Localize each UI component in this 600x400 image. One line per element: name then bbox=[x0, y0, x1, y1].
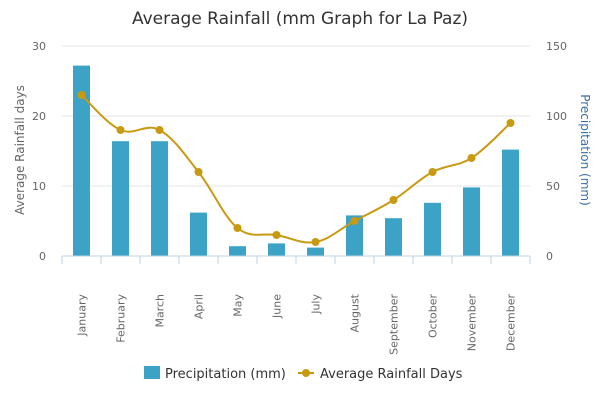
grid-lines bbox=[62, 45, 530, 187]
chart-title: Average Rainfall (mm Graph for La Paz) bbox=[132, 9, 468, 29]
rainfall-days-marker[interactable] bbox=[311, 238, 320, 246]
rainfall-days-marker[interactable] bbox=[116, 126, 125, 134]
precipitation-bar[interactable] bbox=[268, 243, 285, 256]
precipitation-bar[interactable] bbox=[463, 187, 480, 256]
rainfall-days-marker[interactable] bbox=[467, 154, 476, 162]
rainfall-days-marker[interactable] bbox=[194, 168, 203, 176]
legend-bar-swatch bbox=[144, 366, 160, 379]
precipitation-bar[interactable] bbox=[346, 215, 363, 256]
left-tick-label: 10 bbox=[32, 180, 46, 193]
rainfall-days-marker[interactable] bbox=[428, 168, 437, 176]
precipitation-bar[interactable] bbox=[229, 246, 246, 256]
legend-item-rainfall-days[interactable]: Average Rainfall Days bbox=[298, 367, 463, 382]
legend-item-precipitation[interactable]: Precipitation (mm) bbox=[144, 366, 286, 382]
right-tick-label: 100 bbox=[546, 110, 567, 123]
left-tick-label: 0 bbox=[39, 250, 46, 263]
precipitation-bar[interactable] bbox=[190, 212, 207, 256]
x-axis-ticks: January February March April May June July Augu… bbox=[76, 293, 518, 354]
left-axis-title: Average Rainfall days bbox=[13, 85, 27, 215]
left-axis-ticks: 0 10 20 30 bbox=[32, 40, 46, 263]
rainfall-days-marker[interactable] bbox=[350, 217, 359, 225]
axes bbox=[61, 255, 531, 264]
x-tick-label: September bbox=[388, 294, 401, 355]
precipitation-bar[interactable] bbox=[385, 218, 402, 256]
precipitation-bar[interactable] bbox=[424, 202, 441, 256]
x-tick-label: May bbox=[232, 294, 245, 317]
x-tick-label: June bbox=[271, 294, 284, 319]
legend: Precipitation (mm) Average Rainfall Days bbox=[144, 366, 463, 382]
line-series[interactable] bbox=[77, 91, 515, 246]
legend-label-precipitation: Precipitation (mm) bbox=[165, 367, 286, 382]
rainfall-days-marker[interactable] bbox=[506, 119, 515, 127]
x-tick-label: October bbox=[427, 294, 440, 338]
x-tick-label: April bbox=[193, 294, 206, 319]
precipitation-bar[interactable] bbox=[151, 141, 168, 256]
x-tick-label: December bbox=[505, 294, 518, 352]
left-tick-label: 20 bbox=[32, 110, 46, 123]
right-axis-title: Precipitation (mm) bbox=[578, 94, 592, 206]
rainfall-days-marker[interactable] bbox=[272, 231, 281, 239]
x-tick-label: January bbox=[76, 294, 89, 337]
rainfall-days-marker[interactable] bbox=[233, 224, 242, 232]
precipitation-bar[interactable] bbox=[112, 141, 129, 256]
rainfall-days-marker[interactable] bbox=[155, 126, 164, 134]
rainfall-days-marker[interactable] bbox=[389, 196, 398, 204]
bar-series[interactable] bbox=[73, 65, 519, 256]
precipitation-bar[interactable] bbox=[73, 65, 90, 256]
x-tick-label: July bbox=[310, 294, 323, 315]
right-tick-label: 150 bbox=[546, 40, 567, 53]
x-tick-label: February bbox=[115, 294, 128, 343]
right-tick-label: 0 bbox=[546, 250, 553, 263]
x-tick-label: March bbox=[154, 294, 167, 328]
legend-marker-swatch bbox=[302, 369, 310, 377]
rainfall-days-marker[interactable] bbox=[77, 91, 86, 99]
precipitation-bar[interactable] bbox=[502, 149, 519, 256]
right-tick-label: 50 bbox=[546, 180, 560, 193]
precipitation-bar[interactable] bbox=[307, 247, 324, 256]
x-tick-label: August bbox=[349, 293, 362, 332]
right-axis-ticks: 0 50 100 150 bbox=[546, 40, 567, 263]
legend-label-rainfall-days: Average Rainfall Days bbox=[320, 367, 463, 382]
rainfall-days-line bbox=[80, 94, 512, 244]
x-tick-label: November bbox=[466, 294, 479, 352]
left-tick-label: 30 bbox=[32, 40, 46, 53]
